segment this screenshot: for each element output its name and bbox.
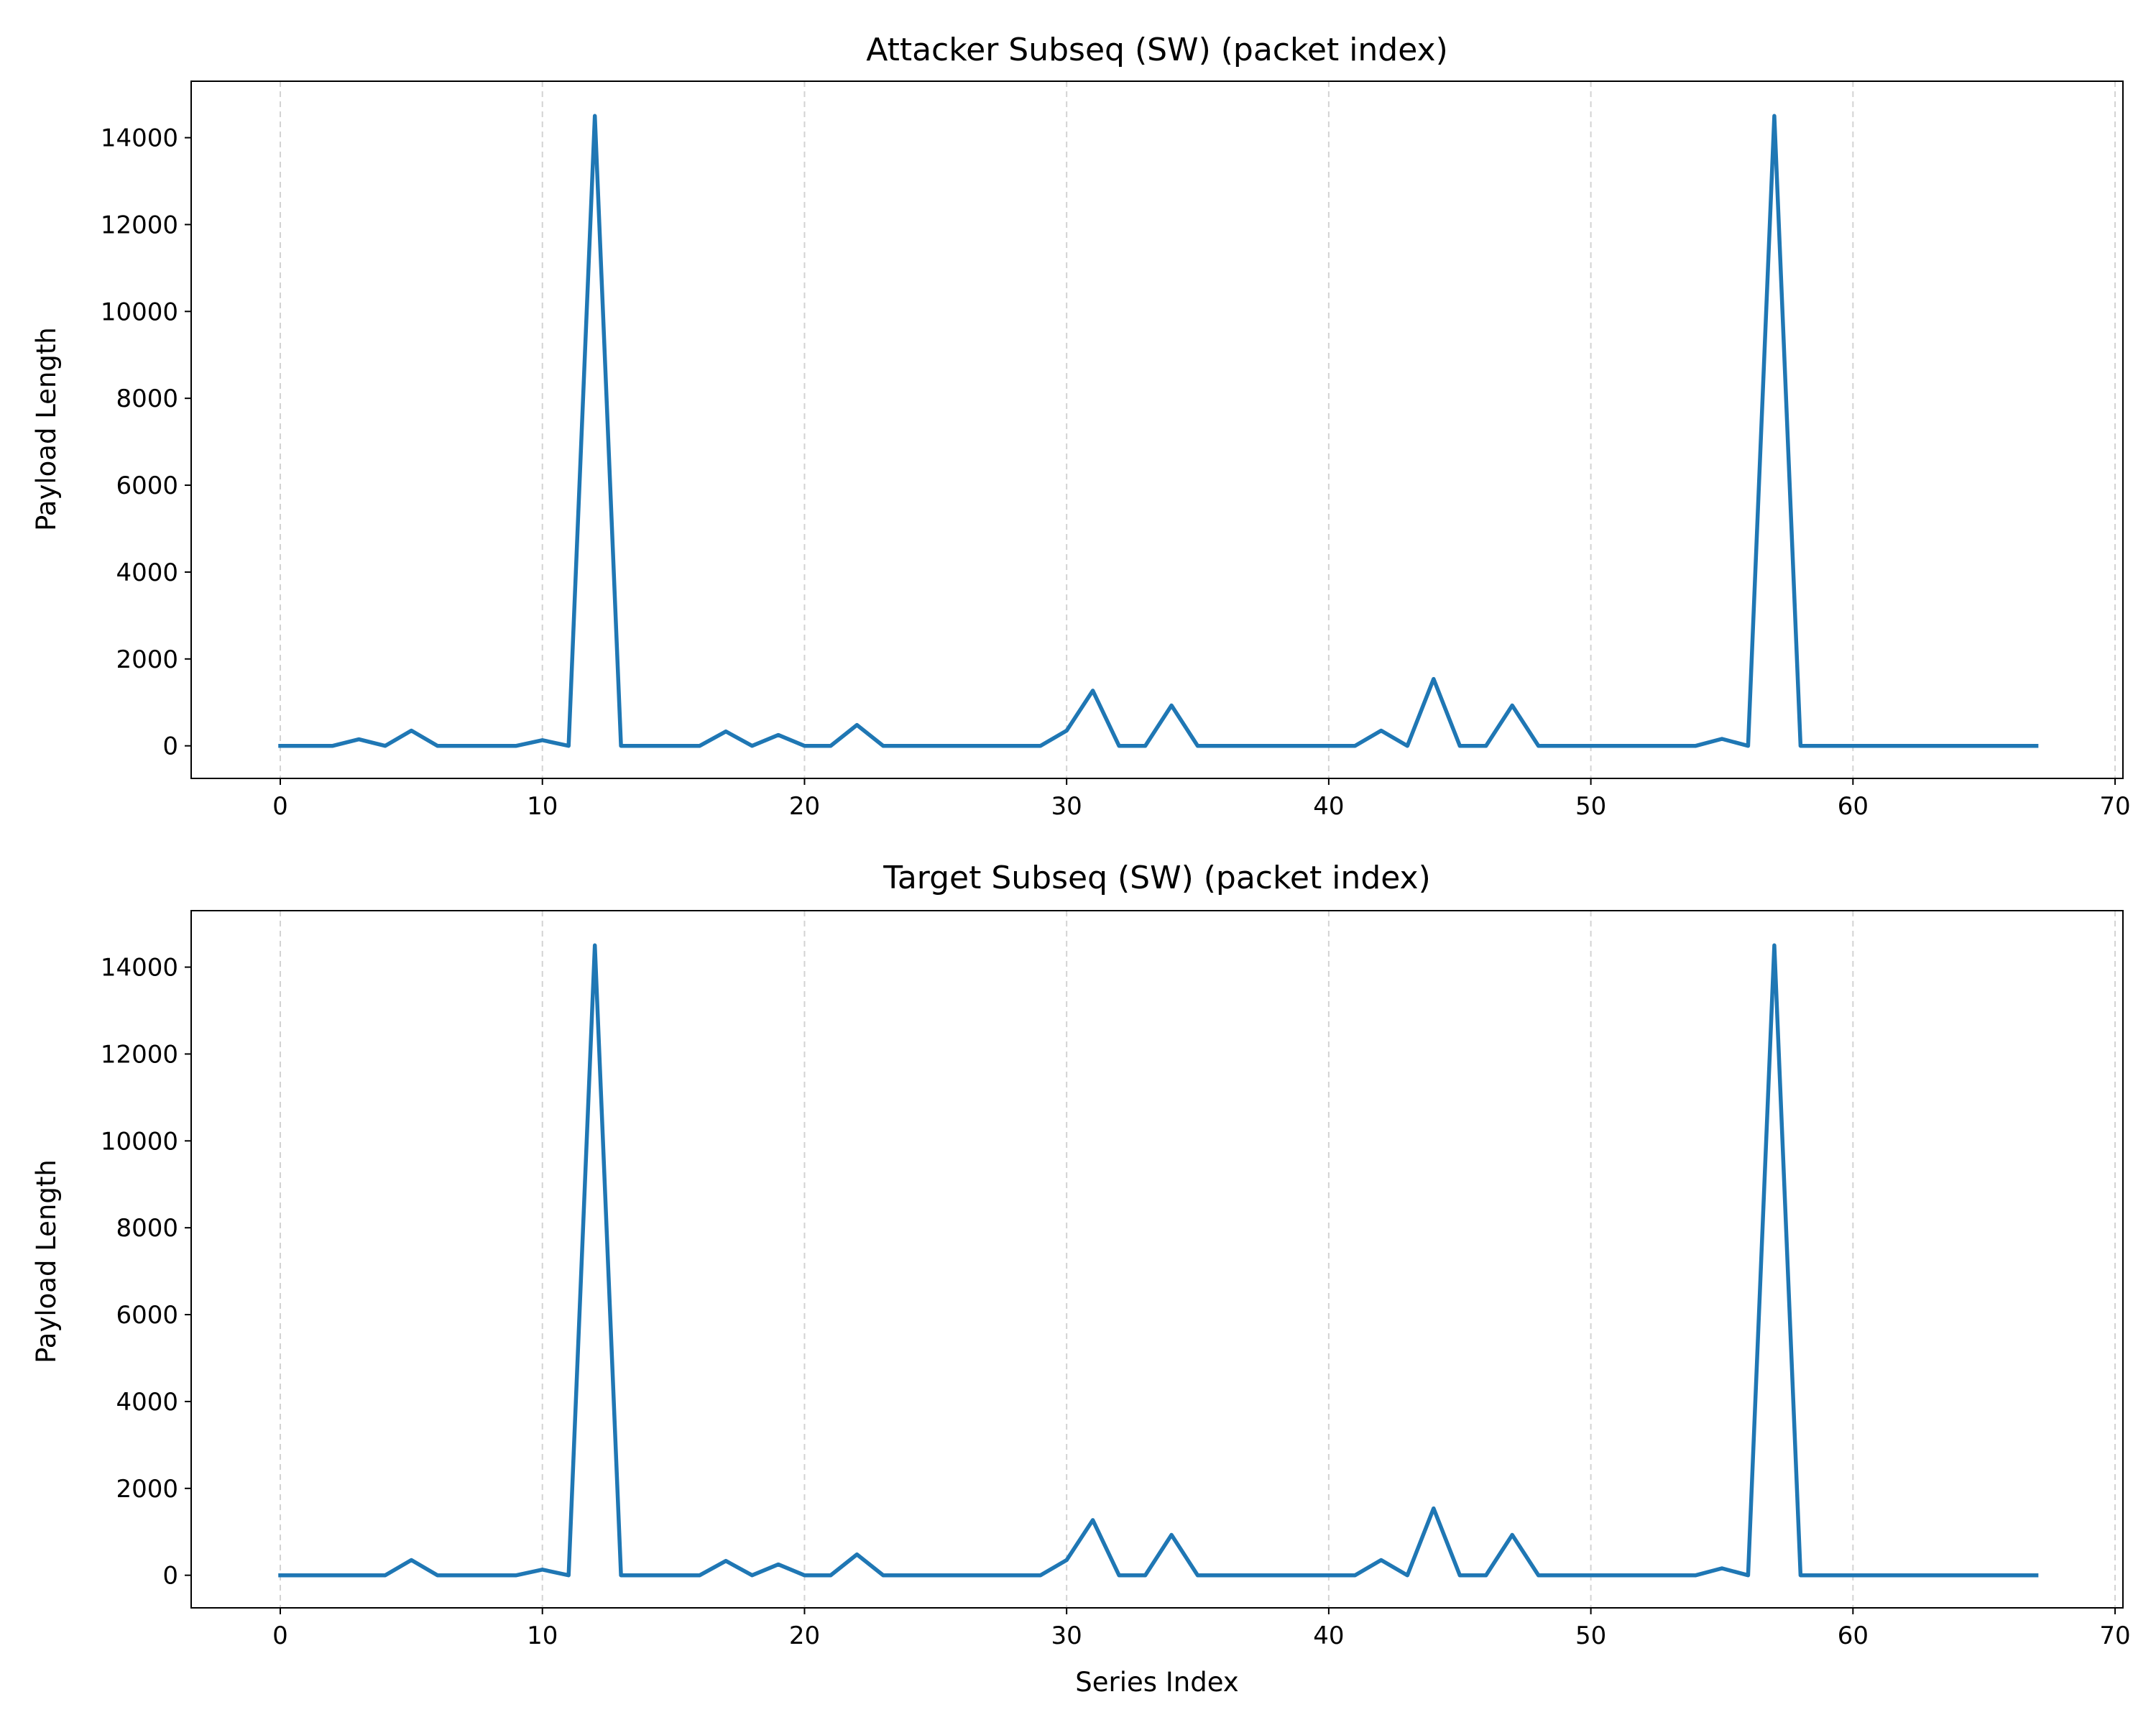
target-x-tick-label: 70 <box>2099 1622 2130 1650</box>
target-y-tick-label: 2000 <box>116 1475 178 1504</box>
attacker-x-axis: 0 10 20 30 40 50 60 70 <box>272 778 2131 821</box>
target-y-tick-label: 6000 <box>116 1301 178 1330</box>
attacker-x-tick-label: 50 <box>1575 792 1606 821</box>
target-x-axis: 0 10 20 30 40 50 60 70 <box>272 1608 2131 1650</box>
attacker-x-tick-label: 70 <box>2099 792 2130 821</box>
target-x-tick-label: 50 <box>1575 1622 1606 1650</box>
attacker-y-tick-label: 12000 <box>101 211 178 239</box>
attacker-x-tick-label: 40 <box>1313 792 1344 821</box>
target-x-axis-label: Series Index <box>1075 1667 1238 1698</box>
attacker-payload-line <box>278 114 2039 748</box>
target-series <box>278 943 2039 1578</box>
target-y-axis-label: Payload Length <box>31 1159 62 1363</box>
attacker-subplot: Attacker Subseq (SW) (packet index) Payl… <box>31 32 2131 821</box>
attacker-series <box>278 114 2039 748</box>
target-x-tick-label: 20 <box>789 1622 820 1650</box>
target-payload-line <box>278 943 2039 1578</box>
target-y-tick-label: 0 <box>162 1562 178 1591</box>
target-chart-title: Target Subseq (SW) (packet index) <box>883 860 1431 896</box>
attacker-y-tick-label: 2000 <box>116 645 178 674</box>
target-x-tick-label: 10 <box>527 1622 558 1650</box>
target-subplot: Target Subseq (SW) (packet index) Payloa… <box>31 860 2131 1698</box>
attacker-y-tick-label: 10000 <box>101 298 178 326</box>
attacker-x-tick-label: 20 <box>789 792 820 821</box>
target-x-tick-label: 0 <box>272 1622 288 1650</box>
target-y-tick-label: 12000 <box>101 1040 178 1069</box>
target-plot-frame <box>190 910 2124 1609</box>
attacker-x-tick-label: 10 <box>527 792 558 821</box>
attacker-y-axis-label: Payload Length <box>31 327 62 531</box>
attacker-x-tick-label: 30 <box>1051 792 1082 821</box>
target-grid <box>280 911 2116 1608</box>
attacker-y-axis: 0 2000 4000 6000 8000 10000 12000 14000 <box>101 124 191 761</box>
target-x-tick-label: 40 <box>1313 1622 1344 1650</box>
attacker-y-tick-label: 6000 <box>116 472 178 500</box>
attacker-y-tick-label: 8000 <box>116 385 178 413</box>
attacker-x-tick-label: 0 <box>272 792 288 821</box>
target-y-tick-label: 8000 <box>116 1214 178 1243</box>
attacker-x-tick-label: 60 <box>1838 792 1869 821</box>
target-y-tick-label: 10000 <box>101 1127 178 1156</box>
target-x-tick-label: 30 <box>1051 1622 1082 1650</box>
target-y-tick-label: 4000 <box>116 1388 178 1417</box>
attacker-grid <box>280 81 2116 778</box>
attacker-plot-frame <box>190 80 2124 779</box>
attacker-y-tick-label: 0 <box>162 732 178 761</box>
attacker-y-tick-label: 14000 <box>101 124 178 153</box>
target-y-axis: 0 2000 4000 6000 8000 10000 12000 14000 <box>101 954 191 1591</box>
attacker-chart-title: Attacker Subseq (SW) (packet index) <box>866 32 1447 68</box>
target-y-tick-label: 14000 <box>101 954 178 983</box>
target-x-tick-label: 60 <box>1838 1622 1869 1650</box>
attacker-y-tick-label: 4000 <box>116 558 178 587</box>
